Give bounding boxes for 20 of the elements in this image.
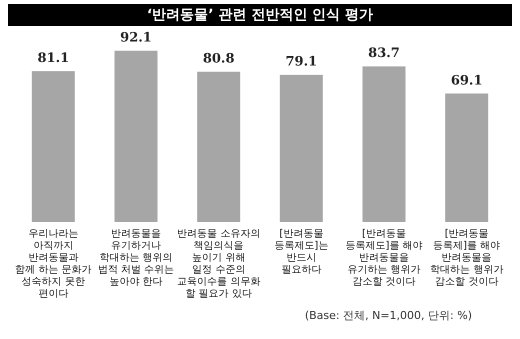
x-tick-label: 반려동물 소유자의 책임의식을 높이기 위해 일정 수준의 교육이수를 의무화 할 필요가 있다 <box>177 228 260 300</box>
bar <box>197 72 240 222</box>
x-tick-label: 반려동물을 유기하거나 학대하는 행위의 법적 처벌 수위는 높아야 한다 <box>98 228 174 288</box>
data-label: 92.1 <box>120 30 152 46</box>
bar <box>362 66 406 222</box>
bar <box>280 74 323 222</box>
data-label: 79.1 <box>285 54 318 70</box>
data-label: 81.1 <box>37 51 70 66</box>
text: (Base: 전체, N=1,000, 단위: %) <box>304 308 472 323</box>
data-label: 80.8 <box>202 52 235 67</box>
bar <box>445 93 488 222</box>
x-tick-label: [반려동물 등록제도]는 반드시 필요하다 <box>274 228 328 276</box>
data-label: 69.1 <box>450 73 483 88</box>
x-tick-label: 우리나라는 아직까지 반려동물과 함께 하는 문화가 성숙하지 못한 편이다 <box>15 228 92 300</box>
chart-title: ‘반려동물’ 관련 전반적인 인식 평가 <box>8 4 512 26</box>
x-tick-label: [반려동물 등록제도]를 해야 반려동물을 유기하는 행위가 감소할 것이다 <box>345 228 423 288</box>
data-label: 83.7 <box>368 46 400 62</box>
bar <box>32 71 75 222</box>
bar <box>114 50 158 222</box>
x-tick-label: [반려동물 등록제]를 해야 반려동물을 학대하는 행위가 감소할 것이다 <box>430 228 504 288</box>
